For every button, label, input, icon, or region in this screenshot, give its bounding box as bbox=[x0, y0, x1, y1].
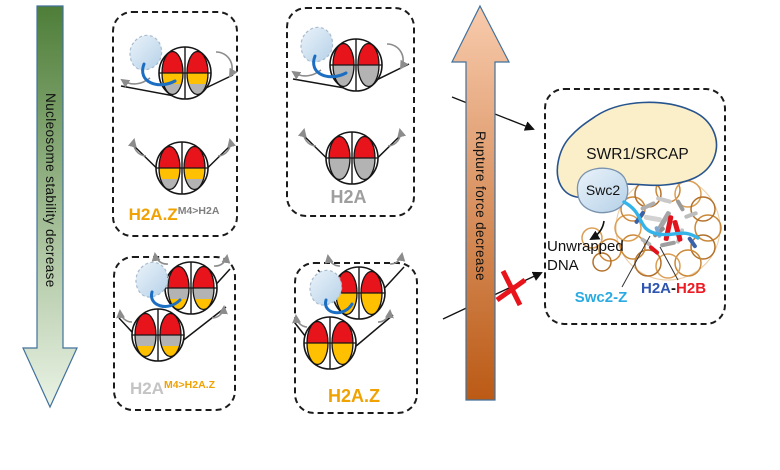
swc2-blob-icon bbox=[300, 26, 334, 63]
swr1-complex-graphic bbox=[556, 101, 722, 288]
unwrapped-dna-line2: DNA bbox=[547, 257, 579, 274]
label-h2az: H2A.Z bbox=[294, 386, 414, 407]
panel-h2a bbox=[286, 7, 415, 217]
label-superscript: M4>H2A bbox=[177, 205, 220, 217]
unwrapped-dna-line1: Unwrapped bbox=[547, 238, 624, 255]
stability-decrease-label: Nucleosome stability decrease bbox=[43, 92, 58, 288]
h2a-rod bbox=[687, 236, 697, 249]
unwrapped-dna-arrow bbox=[589, 220, 605, 240]
h2a-h2b-pointer bbox=[659, 246, 679, 281]
cartoon-h2a-m4-h2az-top bbox=[135, 252, 231, 315]
unwrapped-dna-label: Unwrapped DNA bbox=[547, 237, 624, 275]
label-superscript: M4>H2A.Z bbox=[163, 379, 216, 391]
label-h2a-m4-h2az: H2AM4>H2A.Z bbox=[113, 379, 232, 399]
stability-decrease-arrow bbox=[22, 5, 78, 409]
h2b-rod bbox=[672, 220, 683, 242]
label-main: H2A bbox=[129, 379, 164, 398]
cartoon-h2az-top bbox=[309, 252, 406, 320]
cartoon-h2az-m4-h2a-top bbox=[120, 34, 238, 100]
swc2z-label: Swc2-Z bbox=[574, 289, 628, 306]
rupture-force-label: Rupture force decrease bbox=[473, 130, 488, 281]
panel-h2az-m4-h2a bbox=[112, 11, 238, 237]
swc2z-chain bbox=[622, 200, 700, 240]
cartoon-h2a-m4-h2az-bottom bbox=[116, 305, 228, 362]
panel-swr1-complex bbox=[544, 88, 726, 325]
panel-h2a-m4-h2az bbox=[113, 256, 236, 411]
h2b-rod bbox=[648, 245, 660, 255]
label-h2az-m4-h2a: H2A.ZM4>H2A bbox=[113, 205, 235, 225]
swc2z-pointer bbox=[621, 235, 651, 288]
rupture-force-arrow bbox=[451, 4, 510, 401]
swr1-srcap-label: SWR1/SRCAP bbox=[586, 146, 689, 163]
swc2-tail bbox=[324, 298, 354, 315]
swc2-tail bbox=[141, 62, 177, 87]
cartoon-h2az-bottom bbox=[292, 309, 394, 370]
cartoon-h2a-bottom bbox=[298, 128, 406, 185]
label-main: H2A bbox=[330, 187, 367, 207]
separator: - bbox=[671, 280, 677, 297]
swc2-blob-icon bbox=[129, 34, 163, 71]
h2a-part: H2A bbox=[641, 280, 672, 297]
blocked-cross-icon bbox=[495, 269, 527, 307]
h2a-h2b-label: H2A-H2B bbox=[641, 280, 706, 297]
label-main: H2A.Z bbox=[128, 205, 178, 224]
swc2-tail bbox=[312, 54, 348, 79]
swc2-blob bbox=[576, 167, 629, 214]
panel-h2az bbox=[294, 262, 418, 414]
swc2-label: Swc2 bbox=[585, 182, 621, 198]
swc2-tail bbox=[150, 290, 182, 308]
h2b-part: H2B bbox=[676, 280, 707, 297]
cartoon-h2a-top bbox=[291, 26, 410, 92]
label-main: H2A.Z bbox=[327, 386, 380, 406]
label-h2a: H2A bbox=[286, 187, 411, 208]
cartoon-h2az-m4-h2a-bottom bbox=[128, 138, 236, 195]
